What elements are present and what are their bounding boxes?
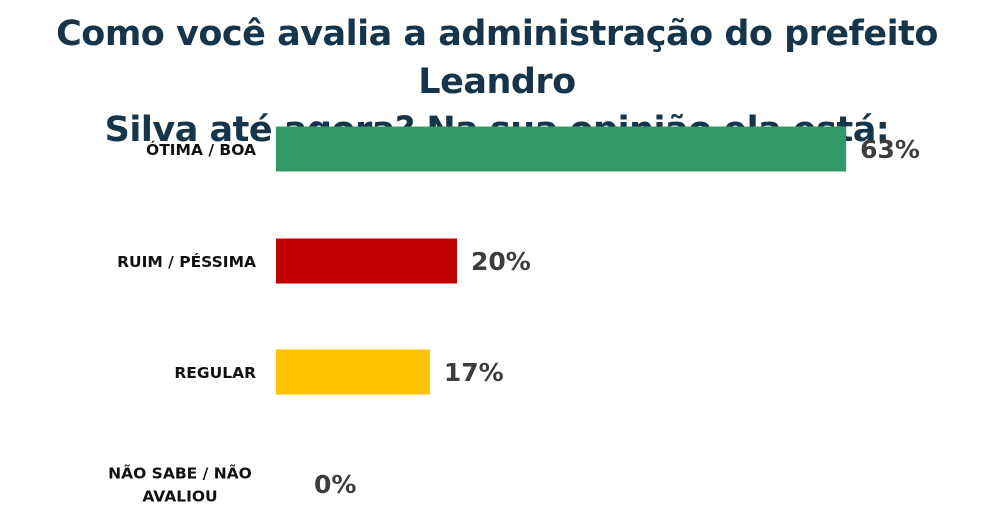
category-label-2: REGULAR bbox=[174, 364, 256, 382]
value-label-0: 63% bbox=[860, 135, 920, 164]
value-label-2: 17% bbox=[444, 358, 504, 387]
value-label-1: 20% bbox=[471, 247, 531, 276]
category-label-0: ÓTIMA / BOA bbox=[146, 140, 256, 159]
bar-2 bbox=[276, 349, 430, 395]
bar-0 bbox=[276, 126, 847, 172]
title-line-1: Como você avalia a administração do pref… bbox=[56, 14, 938, 102]
value-label-3: 0% bbox=[314, 470, 356, 499]
category-label-3: NÃO SABE / NÃO AVALIOU bbox=[108, 464, 252, 506]
category-label-1: RUIM / PÉSSIMA bbox=[117, 252, 256, 271]
bar-1 bbox=[276, 238, 457, 284]
